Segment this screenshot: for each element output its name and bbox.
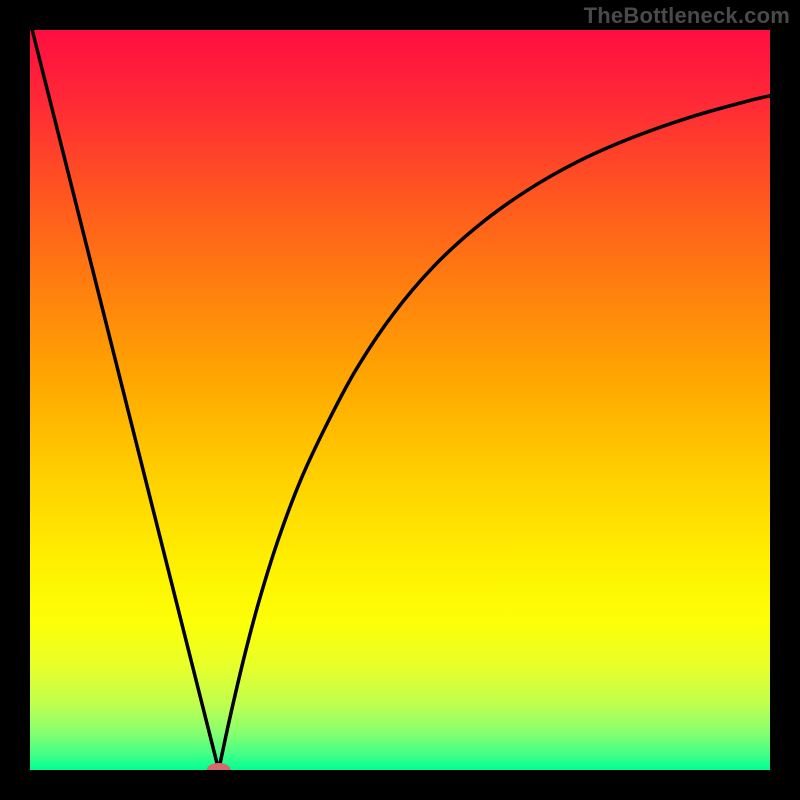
chart-container: TheBottleneck.com <box>0 0 800 800</box>
plot-area <box>30 30 770 770</box>
bottleneck-chart <box>0 0 800 800</box>
watermark-text: TheBottleneck.com <box>584 3 790 29</box>
